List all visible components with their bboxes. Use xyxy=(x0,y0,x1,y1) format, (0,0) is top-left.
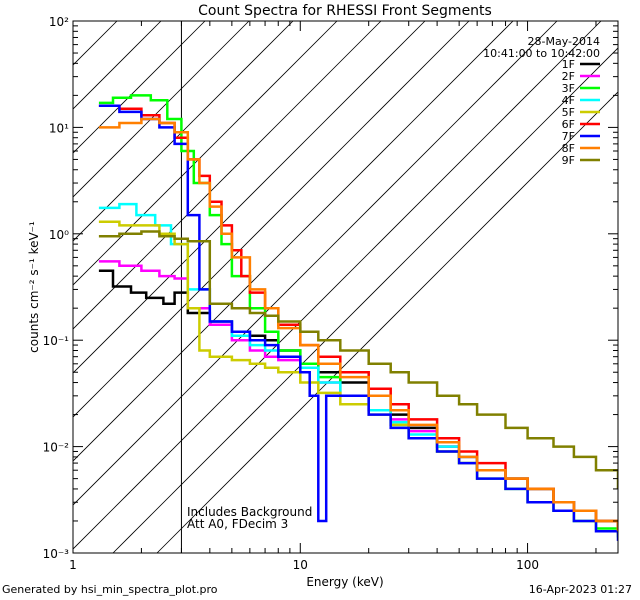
legend-label-2f: 2F xyxy=(562,70,575,83)
hatch-line xyxy=(73,21,294,242)
y-tick-label: 10⁻² xyxy=(43,441,70,455)
y-tick-label: 10⁻¹ xyxy=(43,334,70,348)
series-line-9f xyxy=(98,230,618,489)
legend-label-8f: 8F xyxy=(562,142,575,155)
plot-frame xyxy=(72,20,619,554)
annotation-background: Includes Background xyxy=(187,505,312,519)
axes: 1 10 100 10⁻³ 10⁻² 10⁻¹ 10⁰ 10¹ 10² xyxy=(43,15,618,572)
hatch-line xyxy=(73,21,558,506)
y-tick-label: 10⁻³ xyxy=(43,547,70,561)
y-axis-label: counts cm⁻² s⁻¹ keV⁻¹ xyxy=(27,221,41,353)
hatch-line xyxy=(73,21,426,374)
hatched-region xyxy=(73,21,618,553)
legend-label-1f: 1F xyxy=(562,58,575,71)
legend-label-9f: 9F xyxy=(562,154,575,167)
legend-label-4f: 4F xyxy=(562,94,575,107)
date-label: 28-May-2014 xyxy=(528,35,600,48)
hatch-line xyxy=(73,21,470,418)
x-tick-label: 1 xyxy=(69,558,77,572)
y-tick-label: 10² xyxy=(49,15,69,29)
hatch-line xyxy=(73,21,338,286)
hatch-line xyxy=(73,21,250,198)
legend-label-3f: 3F xyxy=(562,82,575,95)
legend-label-5f: 5F xyxy=(562,106,575,119)
hatch-line xyxy=(112,47,618,553)
series-line-8f xyxy=(98,117,618,532)
x-tick-label: 10 xyxy=(293,558,308,572)
hatch-line xyxy=(73,21,514,462)
series-lines xyxy=(98,94,618,541)
legend-label-7f: 7F xyxy=(562,130,575,143)
y-tick-label: 10¹ xyxy=(49,121,69,135)
footer-generated-by: Generated by hsi_min_spectra_plot.pro xyxy=(2,583,218,596)
x-axis-label: Energy (keV) xyxy=(306,575,383,589)
footer-timestamp: 16-Apr-2023 01:27 xyxy=(528,583,632,596)
time-range-label: 10:41:00 to 10:42:00 xyxy=(483,47,600,60)
y-tick-label: 10⁰ xyxy=(49,228,69,242)
chart-title: Count Spectra for RHESSI Front Segments xyxy=(198,3,492,19)
hatch-line xyxy=(156,91,618,553)
x-tick-label: 100 xyxy=(516,558,539,572)
annotation-attenuator: Att A0, FDecim 3 xyxy=(187,517,288,531)
hatch-line xyxy=(73,21,206,154)
legend-label-6f: 6F xyxy=(562,118,575,131)
hatch-line xyxy=(73,21,602,550)
